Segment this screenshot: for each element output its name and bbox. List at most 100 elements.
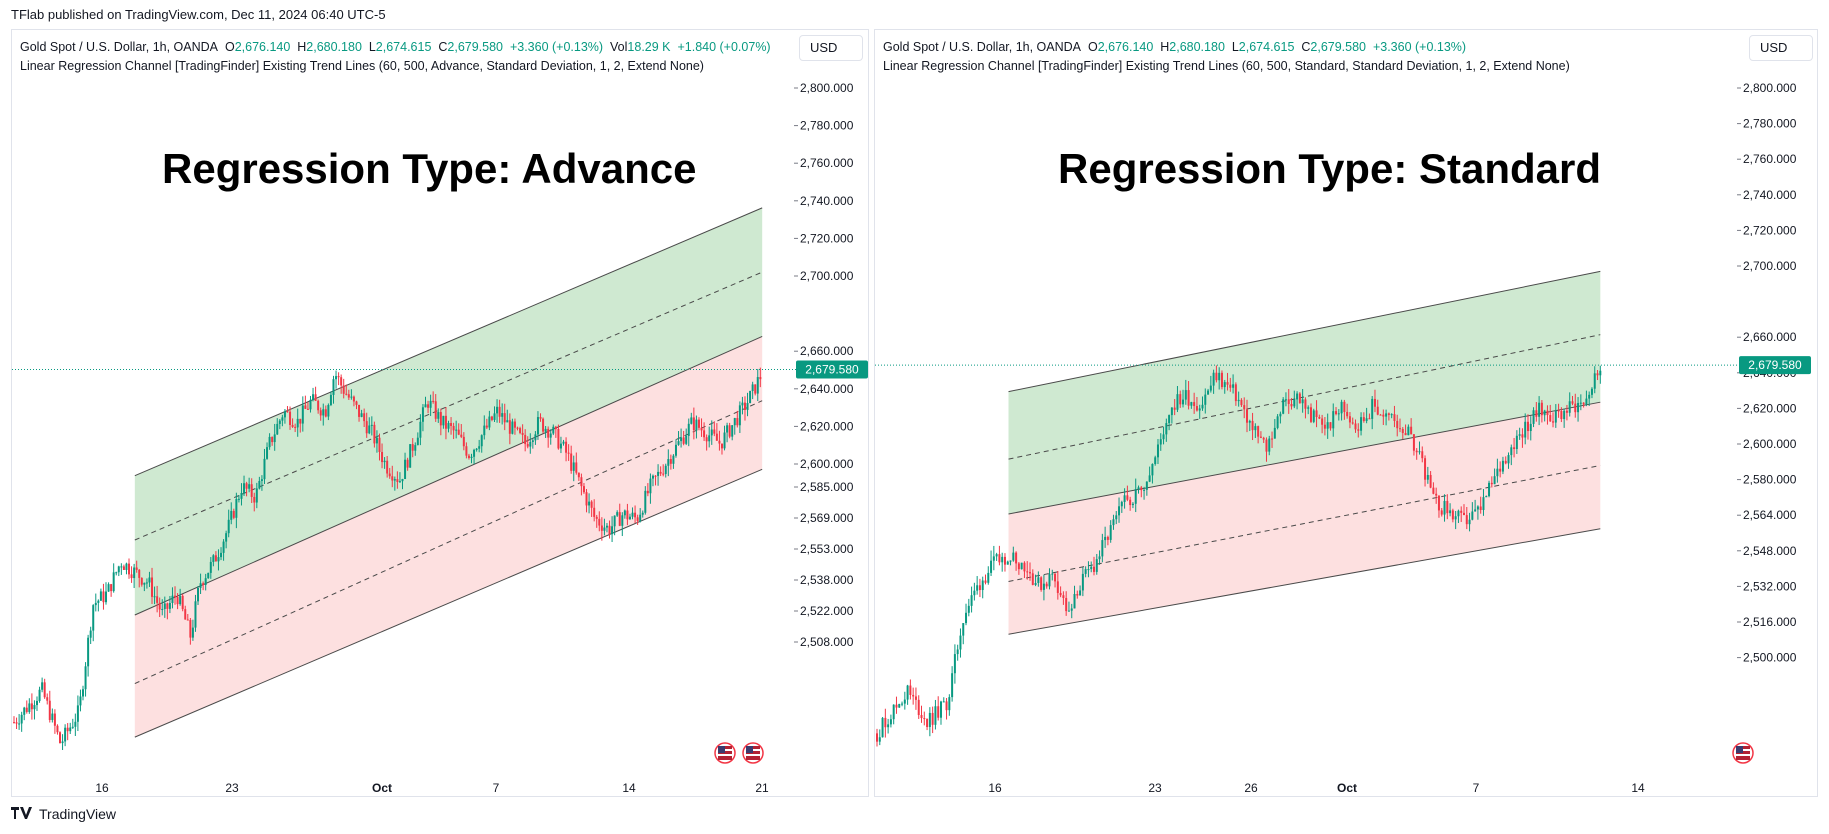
candle-body [715, 433, 718, 441]
candle-body [759, 377, 762, 380]
currency-button[interactable]: USD [1749, 35, 1813, 61]
candle-body [1031, 573, 1034, 585]
candle-body [978, 585, 981, 591]
candle-body [1474, 509, 1477, 512]
chart-panel-advance[interactable]: 2,800.000 2,780.000 2,760.000 2,740.000 2,72… [11, 29, 869, 797]
candle-body [674, 444, 677, 456]
candle-body [125, 563, 128, 570]
candle-body [998, 554, 1001, 563]
candle-body [245, 483, 248, 489]
candle-body [1321, 418, 1324, 425]
candle-body [1332, 411, 1335, 429]
candle-body [1510, 447, 1513, 456]
candle-body [1326, 422, 1329, 429]
candle-body [562, 441, 565, 444]
candle-body [1179, 394, 1182, 405]
candle-body [521, 432, 524, 435]
candle-body [1209, 385, 1212, 391]
candle-body [317, 400, 320, 411]
channel-center-line [134, 335, 763, 616]
candle-body [457, 429, 460, 435]
y-tick-label: 2,700.000 [1743, 259, 1797, 273]
candle-body [1220, 372, 1223, 388]
candle-body [18, 723, 21, 725]
y-tick-label: 2,780.000 [800, 119, 854, 133]
candle-body [1131, 503, 1134, 506]
candle-body [749, 391, 752, 404]
candle-body [398, 481, 401, 483]
candle-body [25, 707, 28, 712]
candle-body [89, 630, 92, 638]
candle-body [370, 424, 373, 426]
candle-body [733, 418, 736, 426]
candle-body [634, 512, 637, 518]
candle-body [406, 459, 409, 468]
candle-body [1460, 510, 1463, 513]
candle-body [1106, 536, 1109, 540]
candle-body [1162, 434, 1165, 440]
candle-body [199, 583, 202, 588]
candle-body [71, 726, 74, 728]
us-flag-event-icon[interactable] [742, 742, 764, 764]
channel-center-line [1008, 401, 1601, 515]
candle-body [713, 429, 716, 434]
candle-body [595, 516, 598, 519]
candle-body [291, 424, 294, 427]
candle-body [53, 713, 56, 726]
candle-body [202, 583, 205, 585]
candle-body [283, 411, 286, 418]
chart-panel-standard[interactable]: 2,800.000 2,780.000 2,760.000 2,740.000 2,72… [874, 29, 1818, 797]
candle-body [240, 492, 243, 499]
candle-body [903, 699, 906, 704]
candle-body [628, 516, 631, 520]
candle-body [892, 704, 895, 720]
candle-body [1284, 399, 1287, 401]
candle-body [1042, 583, 1045, 590]
candle-body [981, 580, 984, 591]
candle-body [163, 603, 166, 610]
candle-body [618, 512, 621, 526]
candle-body [496, 406, 499, 414]
candle-body [1343, 401, 1346, 412]
candle-body [209, 561, 212, 573]
candle-body [1056, 581, 1059, 593]
currency-button[interactable]: USD [799, 35, 863, 61]
us-flag-event-icon[interactable] [714, 742, 736, 764]
us-flag-event-icon[interactable] [1732, 742, 1754, 764]
candle-body [352, 396, 355, 402]
candle-body [680, 437, 683, 442]
candle-body [84, 666, 87, 690]
y-tick-label: 2,522.000 [800, 604, 854, 618]
candle-body [368, 425, 371, 434]
candle-body [235, 499, 238, 518]
candle-body [174, 595, 177, 598]
candle-body [74, 721, 77, 727]
candle-body [437, 412, 440, 419]
candle-body [1003, 556, 1006, 565]
candle-body [1404, 433, 1407, 436]
candle-body [99, 591, 102, 601]
candle-body [1168, 415, 1171, 424]
candle-body [1585, 398, 1588, 405]
candle-body [967, 605, 970, 613]
candle-body [582, 486, 585, 493]
candle-body [539, 417, 542, 419]
candle-body [611, 526, 614, 535]
candle-body [542, 418, 545, 432]
y-tick-label: 2,508.000 [800, 635, 854, 649]
candle-body [258, 480, 261, 489]
candle-body [1373, 398, 1376, 407]
candle-body [710, 429, 713, 436]
candle-body [1187, 390, 1190, 406]
candle-body [1059, 592, 1062, 596]
indicator-legend: Linear Regression Channel [TradingFinder… [20, 59, 704, 73]
y-tick-label: 2,760.000 [1743, 152, 1797, 166]
candle-body [1546, 410, 1549, 416]
candle-body [1454, 516, 1457, 520]
candle-body [1596, 373, 1599, 376]
candle-body [914, 696, 917, 700]
candle-body [225, 533, 228, 542]
candle-body [593, 507, 596, 517]
candle-body [948, 697, 951, 711]
candle-body [639, 514, 642, 521]
